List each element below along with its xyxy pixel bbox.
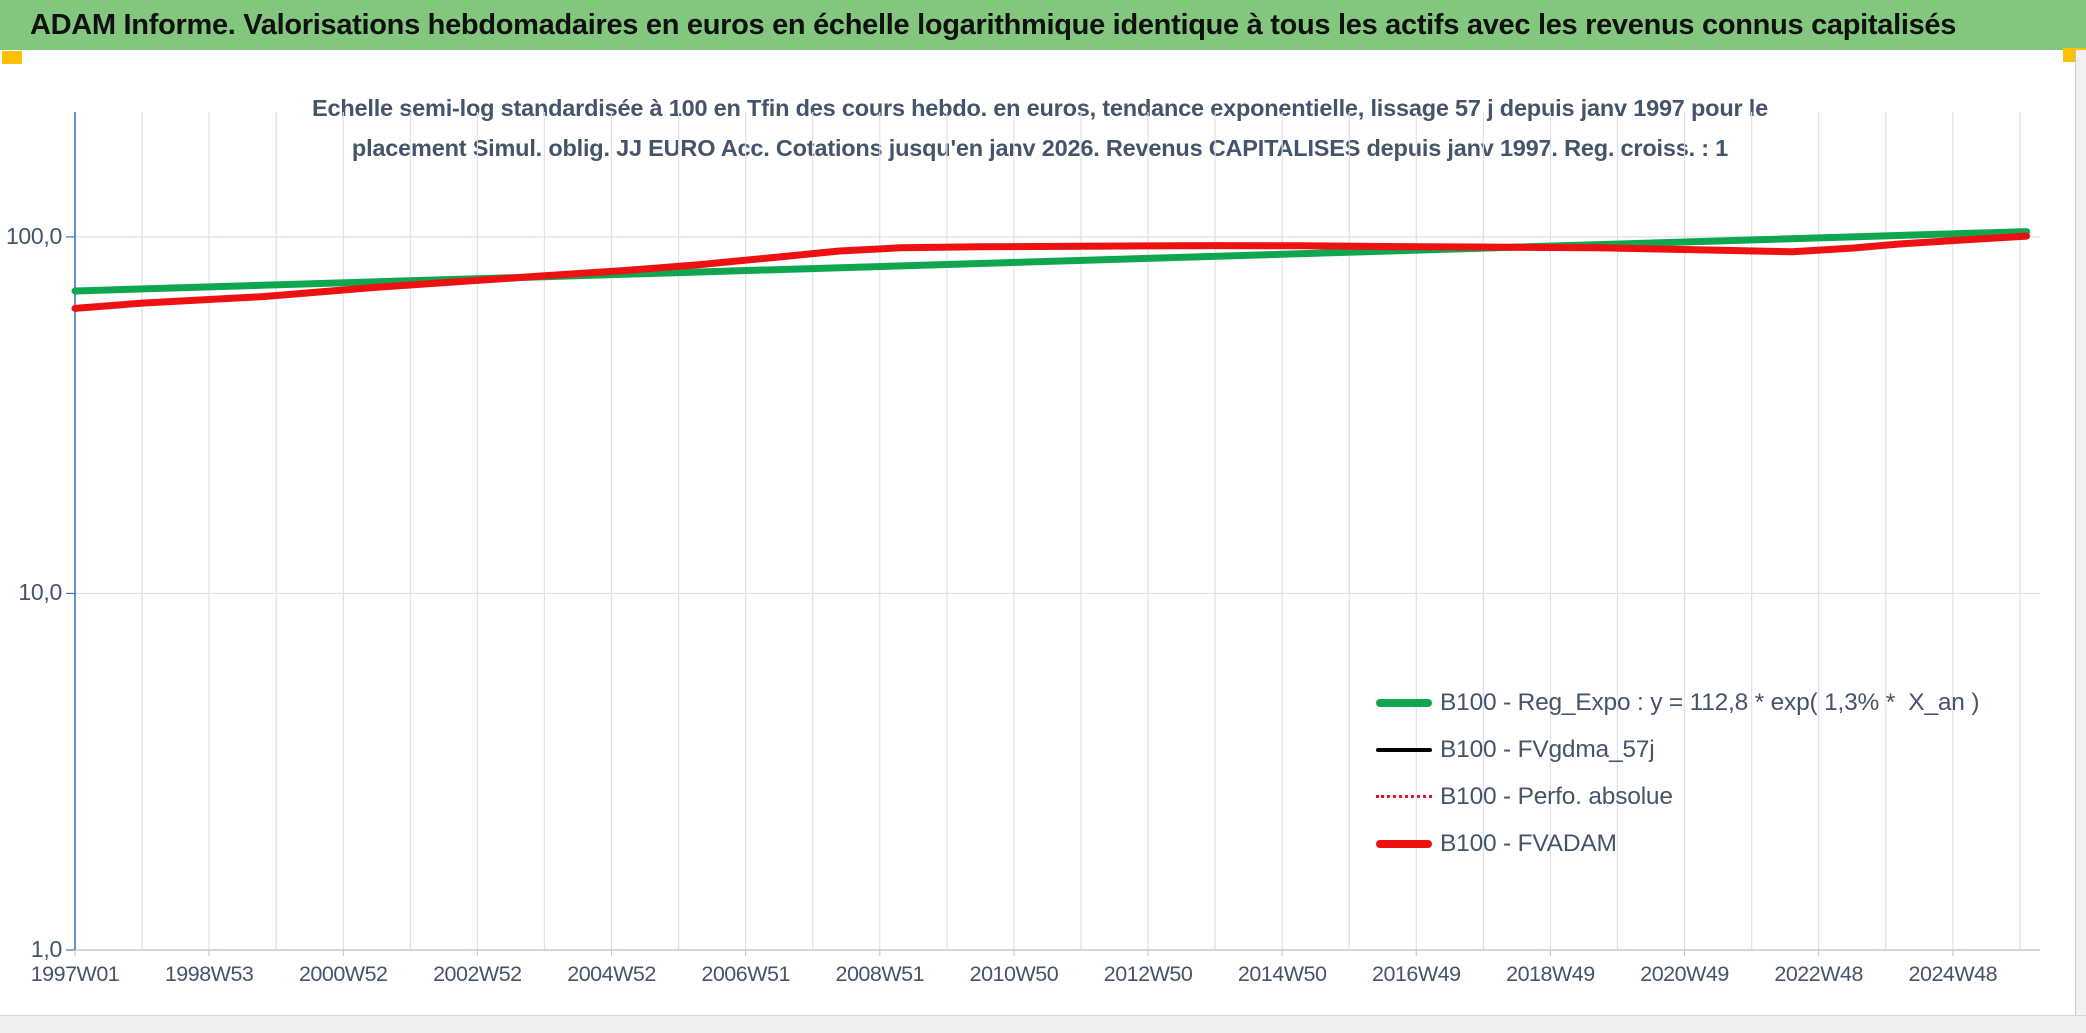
series-line-3 — [71, 232, 2031, 312]
x-axis-label: 2018W49 — [1506, 962, 1595, 986]
legend-label: B100 - Reg_Expo : y = 112,8 * exp( 1,3% … — [1440, 688, 1980, 716]
chart-title-line-2: placement Simul. oblig. JJ EURO Acc. Cot… — [351, 135, 1729, 161]
legend-swatch-red-dotted-line — [1376, 795, 1432, 798]
chart-title: Echelle semi-log standardisée à 100 en T… — [180, 88, 1900, 168]
legend-label: B100 - FVgdma_57j — [1440, 735, 1655, 763]
x-axis-label: 2000W52 — [298, 962, 388, 986]
x-axis-label: 2012W50 — [1103, 962, 1193, 986]
y-axis-label: 10,0 — [18, 579, 62, 606]
sheet-right-border — [2075, 50, 2076, 1016]
x-axis-label: 2014W50 — [1237, 962, 1327, 986]
legend-label: B100 - Perfo. absolue — [1440, 782, 1673, 810]
y-axis-label: 100,0 — [5, 222, 62, 249]
page-title: ADAM Informe. Valorisations hebdomadaire… — [30, 8, 1957, 41]
x-axis-label: 2022W48 — [1774, 962, 1863, 986]
chart-title-line-1: Echelle semi-log standardisée à 100 en T… — [312, 95, 1768, 121]
corner-accent-top-left — [2, 51, 22, 64]
x-axis-label: 2004W52 — [567, 962, 656, 986]
x-axis-label: 2008W51 — [835, 962, 925, 986]
x-axis-label: 1998W53 — [164, 962, 254, 986]
x-axis-label: 2006W51 — [701, 962, 790, 986]
x-axis-label: 2016W49 — [1372, 962, 1461, 986]
x-axis-label: 2020W49 — [1640, 962, 1729, 986]
legend-item-fvadam[interactable]: B100 - FVADAM — [1376, 830, 1979, 857]
y-axis-label: 1,0 — [30, 936, 62, 962]
x-axis-label: 2002W52 — [433, 962, 522, 986]
legend-item-fvgdma[interactable]: B100 - FVgdma_57j — [1376, 736, 1979, 763]
legend-swatch-red-line — [1376, 839, 1432, 848]
x-axis-label: 1997W01 — [30, 962, 120, 986]
chart-legend: B100 - Reg_Expo : y = 112,8 * exp( 1,3% … — [1376, 689, 1979, 857]
series-line-0 — [71, 228, 2031, 295]
sheet-bottom-margin — [0, 1016, 2086, 1033]
legend-item-reg-expo[interactable]: B100 - Reg_Expo : y = 112,8 * exp( 1,3% … — [1376, 689, 1979, 716]
x-axis-label: 2010W50 — [969, 962, 1059, 986]
sheet-right-margin — [2076, 50, 2086, 1016]
sheet-bottom-border — [0, 1015, 2086, 1016]
legend-swatch-green-line — [1376, 698, 1432, 707]
legend-swatch-black-line — [1376, 747, 1432, 752]
legend-item-perfo-absolue[interactable]: B100 - Perfo. absolue — [1376, 783, 1979, 810]
x-axis-label: 2024W48 — [1908, 962, 1998, 986]
legend-label: B100 - FVADAM — [1440, 829, 1617, 857]
header-bar: ADAM Informe. Valorisations hebdomadaire… — [0, 0, 2086, 50]
